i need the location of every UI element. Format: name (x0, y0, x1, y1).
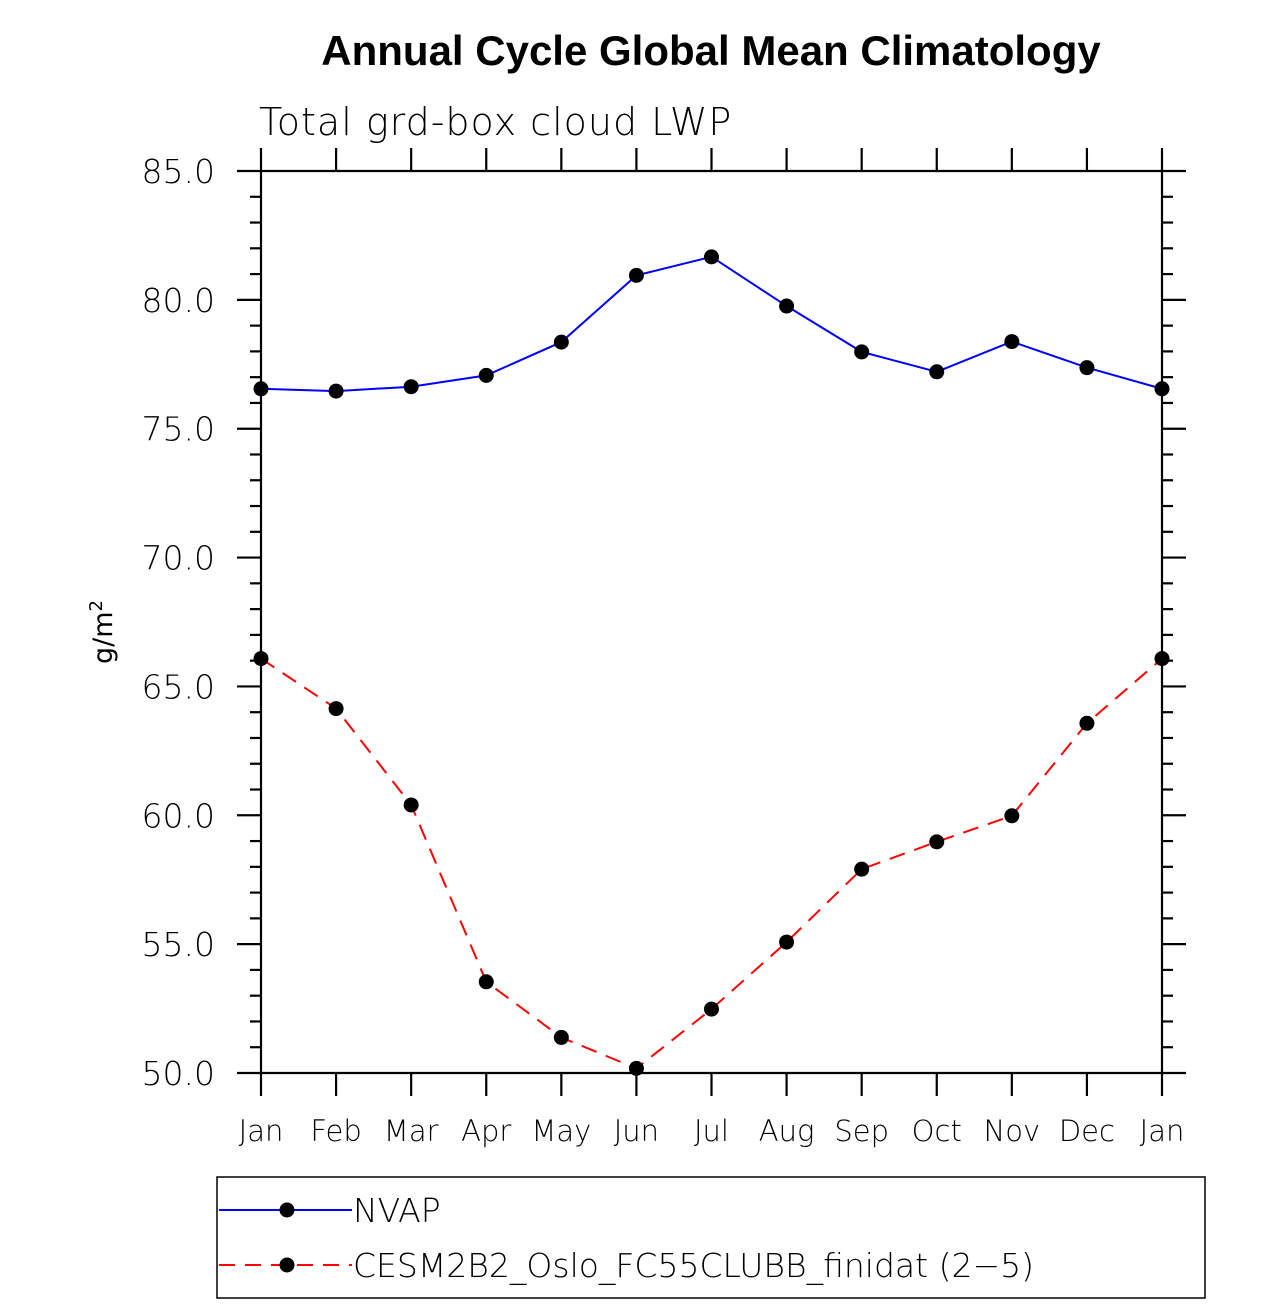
x-tick-label: Aug (759, 1114, 815, 1148)
data-point-1 (854, 861, 870, 877)
data-point-0 (929, 364, 945, 380)
y-tick-label: 70.0 (142, 539, 215, 578)
x-tick-label: Sep (834, 1114, 889, 1148)
data-point-1 (1154, 651, 1170, 667)
plot-series (253, 249, 1170, 1076)
data-point-0 (779, 298, 795, 314)
data-point-0 (253, 381, 269, 397)
y-axis-label-text: g/m (88, 611, 119, 664)
y-axis-label-superscript: 2 (86, 600, 107, 611)
legend-marker-cesm (279, 1257, 295, 1273)
data-point-0 (704, 249, 719, 265)
legend-marker-nvap (279, 1202, 295, 1218)
data-point-1 (628, 1060, 644, 1076)
data-point-1 (478, 974, 494, 990)
x-tick-label: Feb (310, 1114, 361, 1148)
x-tick-label: Nov (984, 1114, 1041, 1148)
y-tick-label: 65.0 (142, 667, 215, 706)
data-point-1 (779, 934, 795, 950)
x-tick-label: Jun (614, 1114, 659, 1148)
legend-box (216, 1176, 1206, 1299)
y-tick-label: 80.0 (142, 281, 215, 320)
data-point-1 (328, 701, 344, 717)
x-tick-label: Jan (239, 1114, 284, 1148)
data-point-1 (253, 651, 269, 667)
data-point-0 (1004, 334, 1020, 350)
data-point-1 (704, 1001, 719, 1017)
y-tick-labels: 50.0 55.0 60.0 65.0 70.0 75.0 80.0 85.0 (142, 152, 215, 1093)
series-line-0 (260, 255, 1163, 393)
x-tick-label: Oct (912, 1114, 962, 1148)
y-axis-label: g/m2 (86, 600, 119, 664)
data-point-0 (1154, 381, 1170, 397)
y-tick-label: 55.0 (142, 925, 215, 964)
y-tick-label: 60.0 (142, 796, 215, 835)
data-point-1 (553, 1029, 569, 1045)
y-tick-label: 85.0 (142, 152, 215, 191)
y-tick-label: 50.0 (142, 1054, 215, 1093)
legend-label-nvap: NVAP (353, 1191, 441, 1230)
x-tick-label: May (531, 1114, 591, 1148)
plot-axes (237, 148, 1186, 1096)
data-point-0 (1079, 360, 1095, 376)
data-point-0 (403, 379, 419, 395)
x-tick-label: Dec (1059, 1114, 1115, 1148)
x-tick-label: Mar (384, 1114, 439, 1148)
chart-subtitle: Total grd-box cloud LWP (259, 100, 732, 144)
chart-title: Annual Cycle Global Mean Climatology (321, 27, 1101, 74)
data-point-0 (628, 267, 644, 283)
x-tick-label: Jan (1140, 1114, 1185, 1148)
data-point-0 (478, 367, 494, 383)
legend: NVAP CESM2B2_Oslo_FC55CLUBB_finidat (2−5… (216, 1176, 1206, 1299)
x-tick-label: Apr (461, 1114, 511, 1148)
data-point-1 (1079, 715, 1095, 731)
x-tick-label: Jul (694, 1114, 729, 1148)
data-point-1 (403, 797, 419, 813)
data-point-1 (1004, 808, 1020, 824)
x-tick-labels: Jan Feb Mar Apr May Jun Jul Aug Sep Oct Nov Dec Jan (239, 1114, 1185, 1148)
data-point-0 (854, 344, 870, 360)
legend-label-cesm: CESM2B2_Oslo_FC55CLUBB_finidat (2−5) (353, 1246, 1034, 1286)
data-point-0 (328, 383, 344, 399)
data-point-1 (929, 834, 945, 850)
data-point-0 (553, 334, 569, 350)
y-tick-label: 75.0 (142, 410, 215, 449)
